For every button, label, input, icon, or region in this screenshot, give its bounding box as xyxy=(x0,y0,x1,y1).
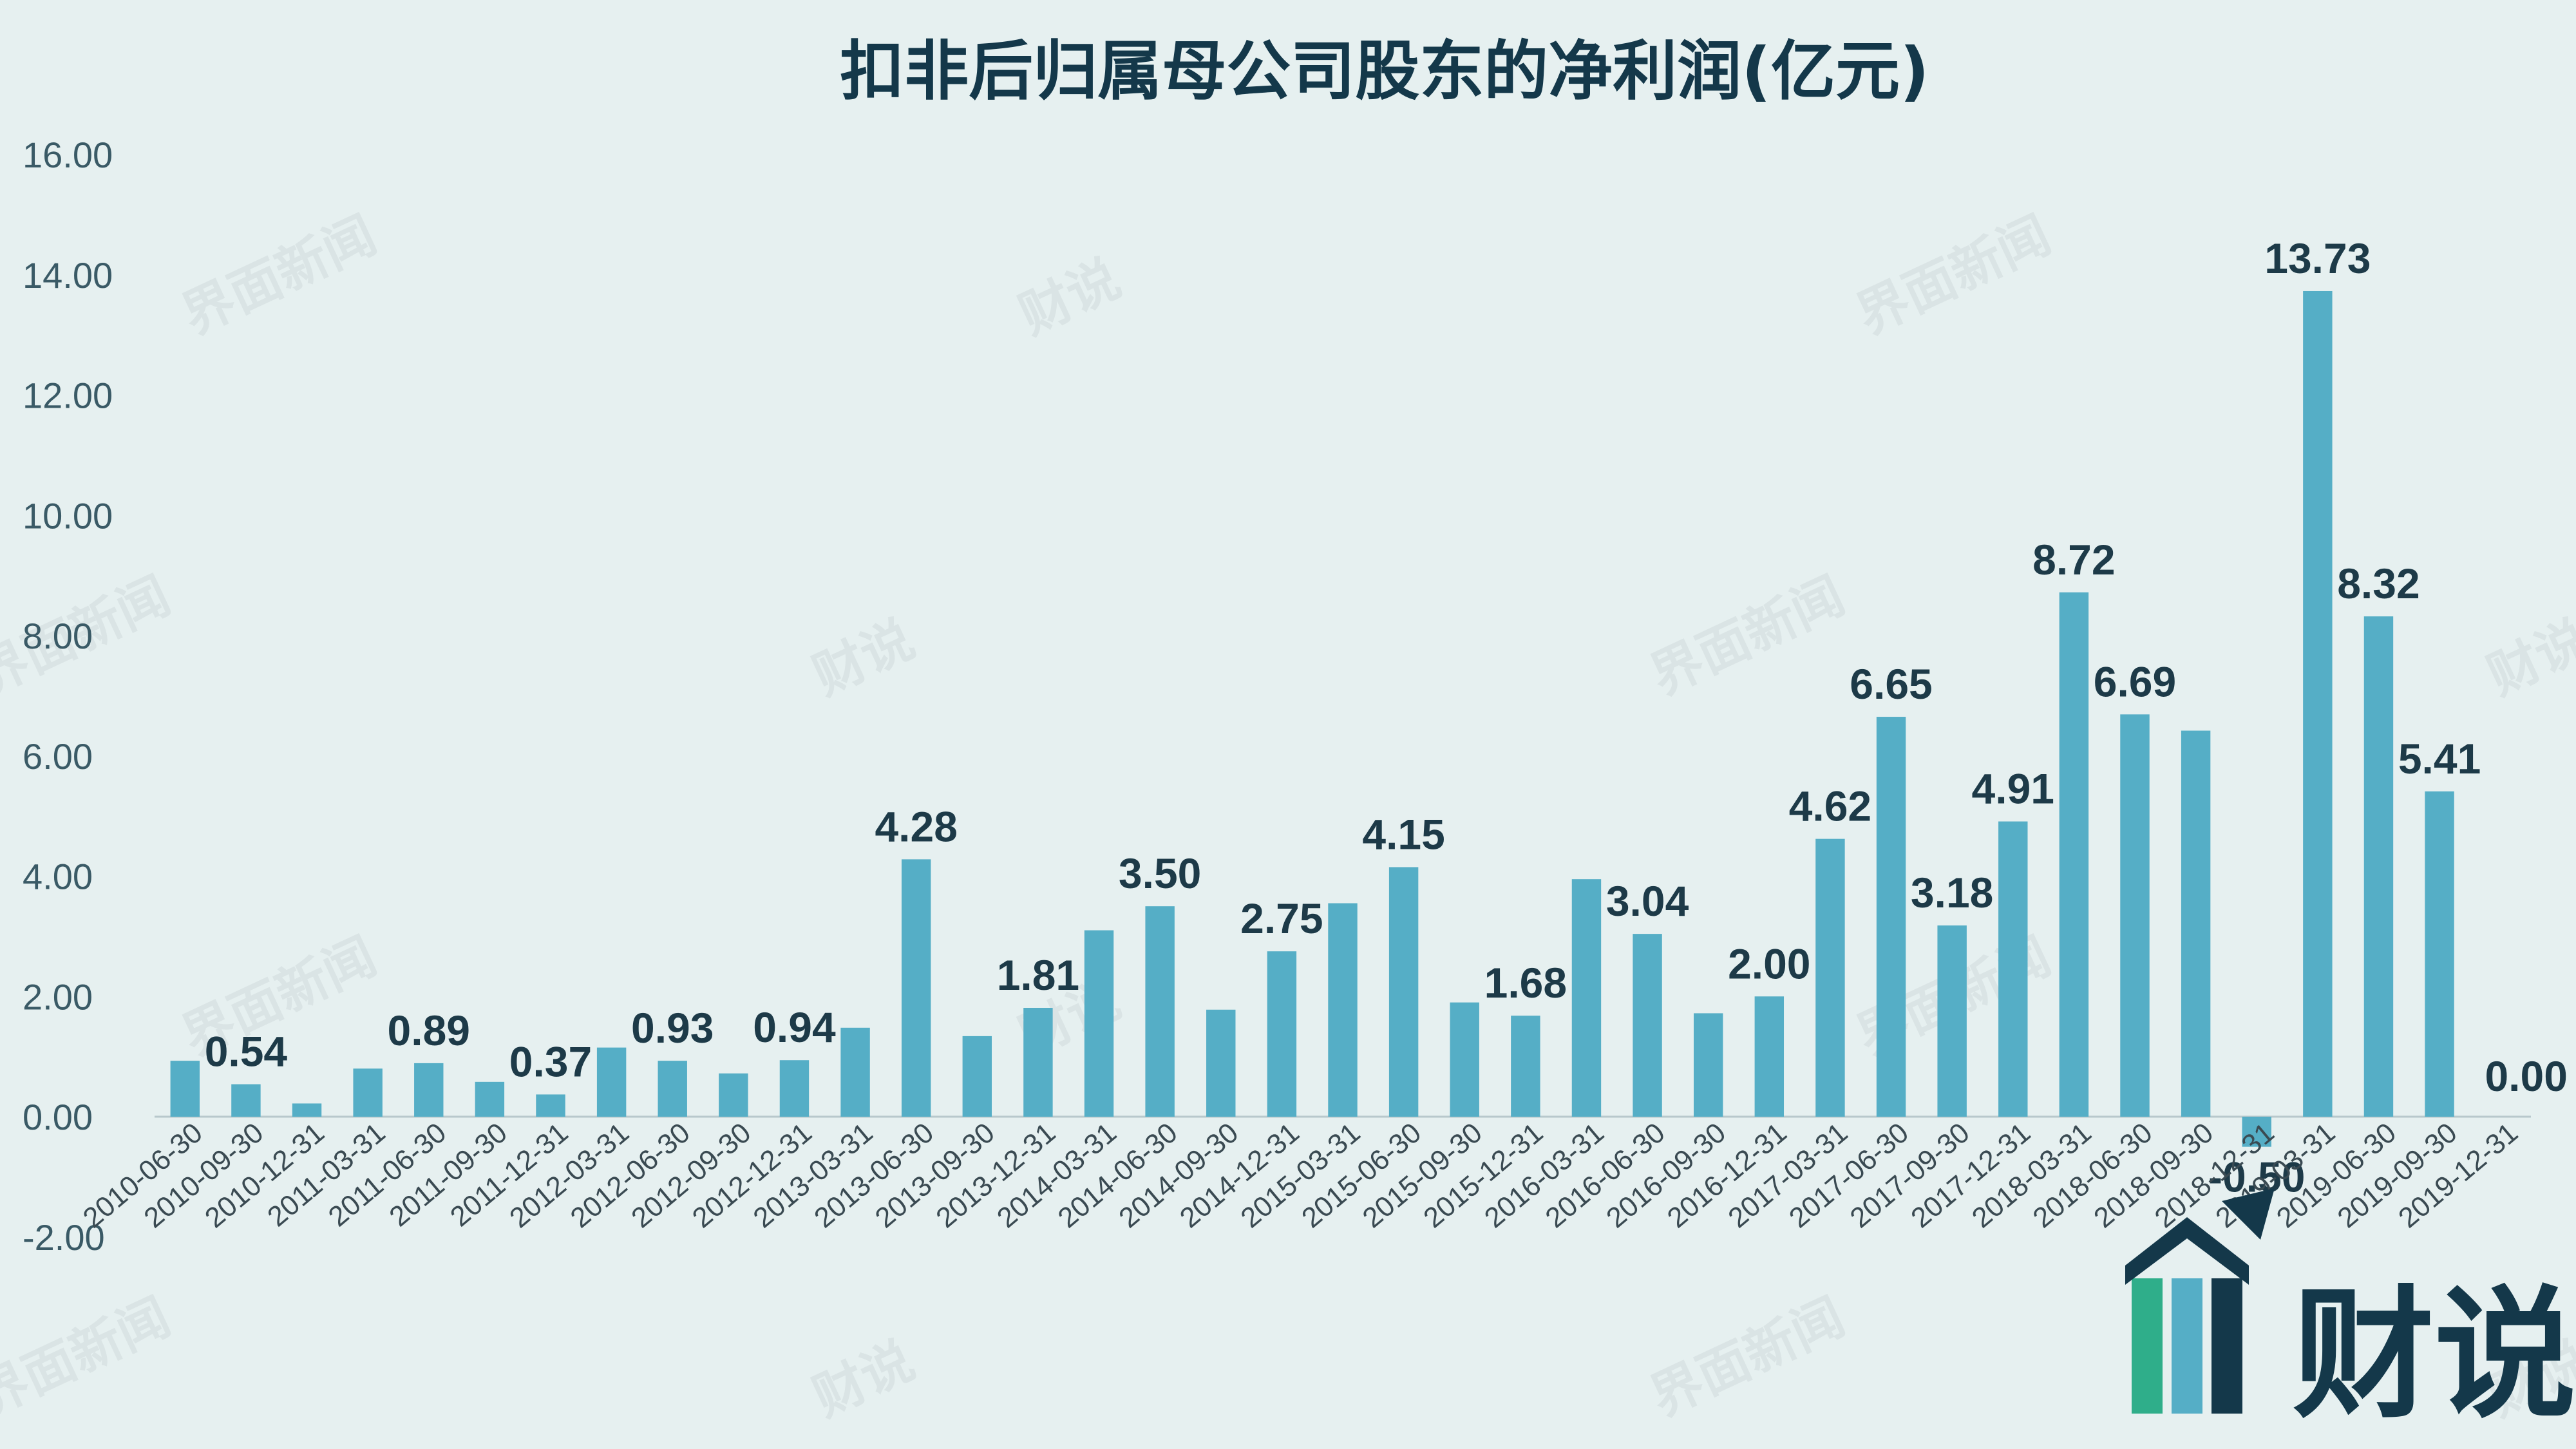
watermark-text: 界面新闻 xyxy=(1848,205,2060,346)
data-label: 2.75 xyxy=(1240,895,1323,942)
data-label: 8.72 xyxy=(2032,536,2115,583)
data-label: 3.04 xyxy=(1606,877,1689,925)
bar xyxy=(719,1073,748,1117)
y-tick-label: 16.00 xyxy=(23,135,113,175)
bar xyxy=(596,1047,627,1117)
watermark-text: 财说 xyxy=(2479,609,2576,706)
bar xyxy=(962,1036,992,1117)
y-tick-label: -2.00 xyxy=(23,1217,105,1258)
bar xyxy=(1571,879,1602,1117)
watermark-text: 财说 xyxy=(804,1330,923,1428)
bar xyxy=(1206,1009,1236,1117)
bar xyxy=(2303,290,2333,1117)
bar xyxy=(292,1103,322,1117)
bar xyxy=(1511,1016,1540,1117)
watermark-text: 界面新闻 xyxy=(1642,565,1853,707)
bar xyxy=(901,859,931,1117)
data-label: 4.15 xyxy=(1362,810,1444,858)
y-tick-label: 12.00 xyxy=(23,375,113,416)
caishuo-logo: 财说 xyxy=(2125,1188,2576,1437)
bar xyxy=(1754,996,1785,1117)
bar xyxy=(2363,616,2394,1117)
bar xyxy=(414,1063,444,1117)
data-label: 4.91 xyxy=(1972,765,2054,813)
logo-text: 财说 xyxy=(2293,1273,2576,1437)
data-labels: 0.54 0.89 0.37 0.93 0.94 4.28 1.81 3.50 2.75 4.15… xyxy=(205,234,2568,1201)
y-tick-label: 6.00 xyxy=(23,736,93,777)
data-label: 3.50 xyxy=(1119,849,1201,897)
y-tick-label: 14.00 xyxy=(23,255,113,296)
data-label: 4.28 xyxy=(875,802,957,850)
y-axis: -2.00 0.00 2.00 4.00 6.00 8.00 10.00 12.00 14.00… xyxy=(23,135,113,1258)
y-tick-label: 10.00 xyxy=(23,495,113,536)
bar xyxy=(1876,717,1906,1117)
data-label: 4.62 xyxy=(1789,782,1871,830)
data-label: 5.41 xyxy=(2398,735,2481,782)
bar xyxy=(1937,925,1967,1117)
data-label: 0.00 xyxy=(2485,1052,2567,1100)
data-label: 1.68 xyxy=(1484,959,1567,1007)
bar xyxy=(840,1027,870,1117)
y-tick-label: 8.00 xyxy=(23,616,93,656)
bar xyxy=(1267,951,1297,1117)
y-tick-label: 4.00 xyxy=(23,857,93,897)
bar xyxy=(475,1081,505,1117)
bar xyxy=(1328,903,1358,1117)
bars xyxy=(170,290,2454,1147)
bar xyxy=(779,1060,810,1117)
watermark-text: 界面新闻 xyxy=(0,1287,179,1428)
bar xyxy=(1388,867,1419,1117)
y-tick-label: 2.00 xyxy=(23,976,93,1017)
data-label: 8.32 xyxy=(2337,560,2420,607)
bar xyxy=(536,1094,565,1117)
bar xyxy=(1084,930,1114,1117)
logo-bars-icon xyxy=(2125,1188,2275,1414)
y-tick-label: 0.00 xyxy=(23,1097,93,1137)
data-label: 0.93 xyxy=(631,1004,714,1052)
data-label: 3.18 xyxy=(1911,869,1993,916)
bar xyxy=(658,1061,687,1117)
data-label: 2.00 xyxy=(1728,940,1810,987)
bar xyxy=(2120,714,2150,1117)
watermark-text: 财说 xyxy=(804,609,923,706)
bar xyxy=(2242,1117,2271,1147)
bar xyxy=(1145,906,1175,1117)
watermark-text: 财说 xyxy=(1010,248,1129,346)
data-label: 0.89 xyxy=(388,1007,470,1054)
watermark-text: 界面新闻 xyxy=(1642,1287,1853,1428)
bar xyxy=(2181,730,2211,1117)
data-label: 6.69 xyxy=(2094,658,2176,705)
bar xyxy=(2425,791,2454,1117)
bar xyxy=(1450,1002,1479,1117)
data-label: 0.54 xyxy=(205,1028,288,1075)
data-label: 0.94 xyxy=(753,1003,836,1051)
data-label: 6.65 xyxy=(1850,660,1932,708)
bar xyxy=(353,1068,383,1117)
bar xyxy=(1998,821,2028,1117)
bar xyxy=(1633,934,1662,1117)
data-label: 1.81 xyxy=(997,951,1079,999)
data-label: 0.37 xyxy=(509,1037,592,1085)
x-axis: 2010-06-302010-09-302010-12-312011-03-31… xyxy=(77,1117,2524,1234)
bar xyxy=(1693,1013,1723,1117)
chart-title: 扣非后归属母公司股东的净利润(亿元) xyxy=(840,33,1929,109)
bar xyxy=(231,1084,261,1117)
bar xyxy=(2059,592,2089,1117)
bar xyxy=(1815,838,1845,1117)
bar xyxy=(1023,1007,1053,1117)
watermark-text: 界面新闻 xyxy=(173,205,385,346)
data-label: 13.73 xyxy=(2264,234,2371,282)
bar xyxy=(170,1061,200,1117)
